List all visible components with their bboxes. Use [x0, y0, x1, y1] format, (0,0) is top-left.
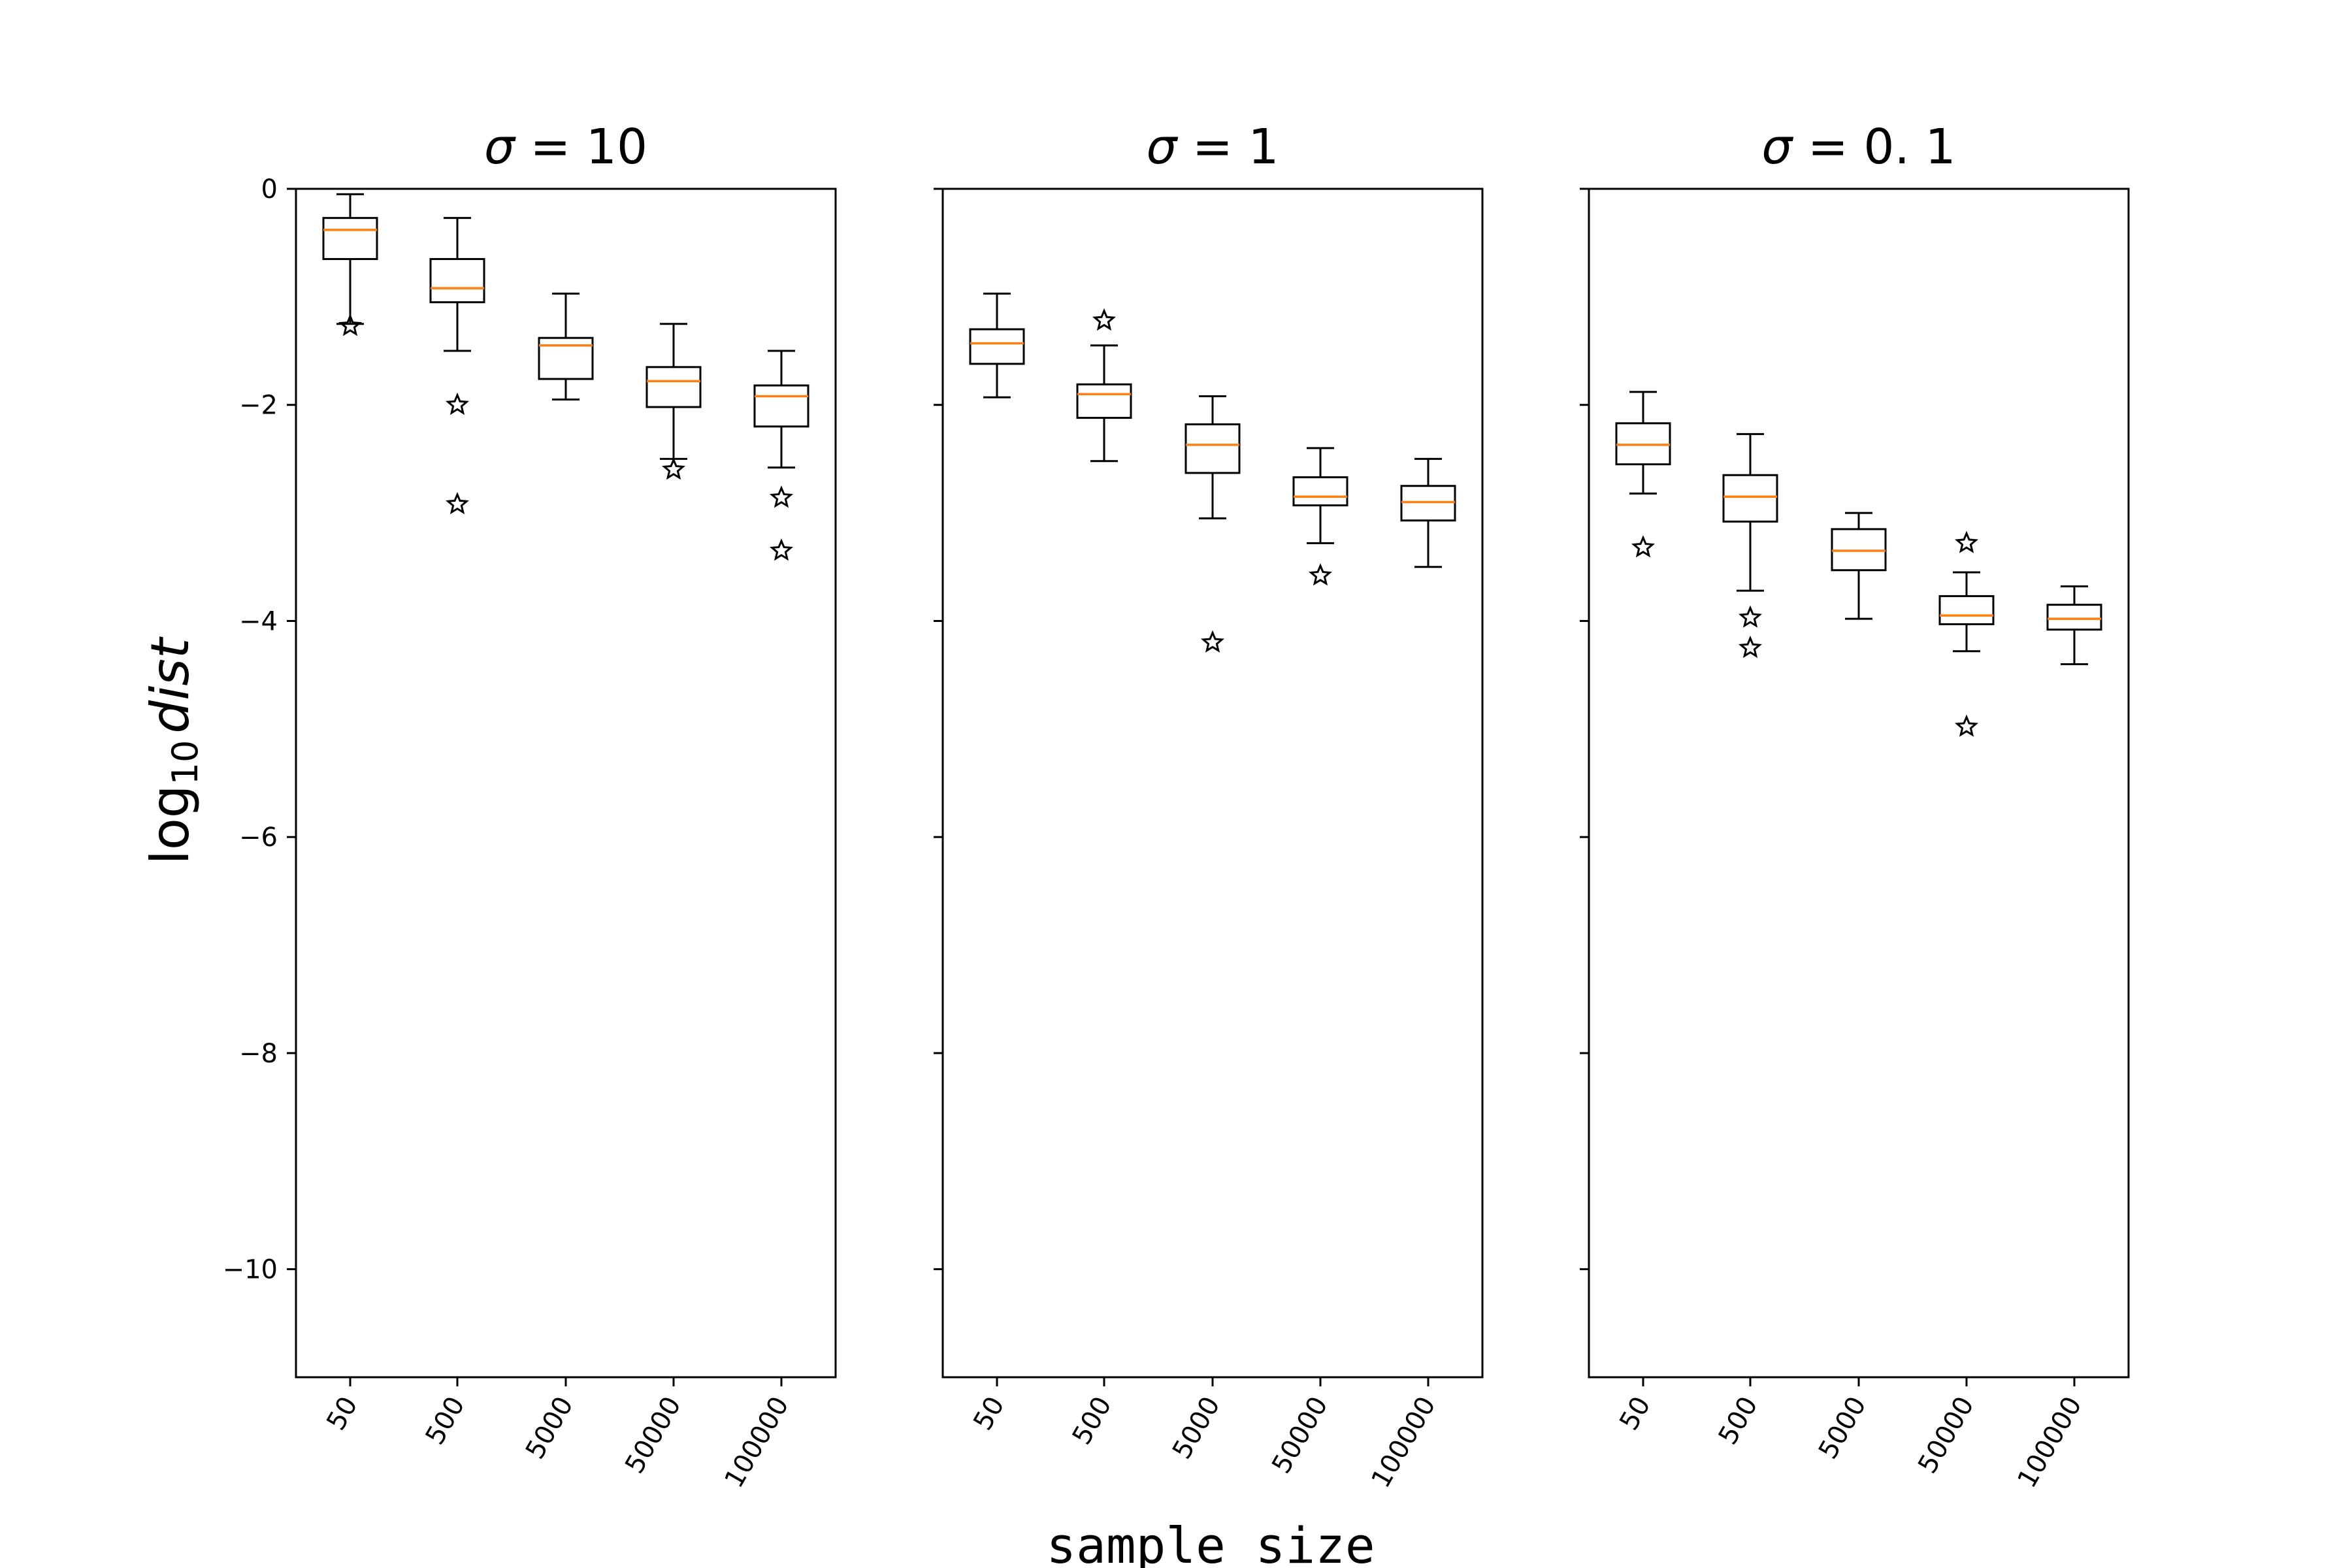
y-axis-label-var: dist [140, 636, 201, 734]
outlier-star [1738, 605, 1763, 628]
box-50000 [1292, 447, 1348, 586]
box-50 [322, 193, 378, 336]
box-100000 [2046, 585, 2102, 666]
y-tick-label: −2 [239, 391, 278, 421]
box-5000 [538, 292, 594, 400]
box-50 [969, 292, 1025, 399]
outlier-star [1092, 308, 1117, 331]
x-tick-label: 50000 [1266, 1392, 1333, 1478]
panel-title: σ = 10 [484, 119, 647, 175]
y-tick-label: −10 [223, 1255, 278, 1285]
outlier-star [1631, 535, 1656, 558]
box-500 [1076, 308, 1132, 463]
x-tick-label: 100000 [2012, 1392, 2087, 1493]
x-tick-label: 50000 [619, 1392, 687, 1478]
y-tick-label: 0 [261, 174, 278, 204]
x-tick-label: 500 [1067, 1392, 1118, 1450]
box-50000 [1938, 531, 1995, 737]
outlier-star [1200, 630, 1225, 653]
panel-title-variable: σ [484, 119, 516, 175]
y-axis-label: log10 dist [140, 636, 206, 864]
box-iqr [645, 366, 702, 408]
outlier-star [445, 492, 470, 515]
box-100000 [1400, 457, 1456, 568]
y-tick-label: −8 [239, 1039, 278, 1069]
panel-title-value: = 0. 1 [1792, 119, 1955, 175]
panel-title-variable: σ [1761, 119, 1793, 175]
panel-3: σ = 0. 1 50 500 5000 50000 100000 [1580, 119, 2130, 1493]
panel-2: σ = 1 50 500 5000 50000 100000 [934, 119, 1484, 1493]
outlier-star [661, 457, 686, 480]
panel-title-value: = 1 [1177, 119, 1279, 175]
box-iqr [322, 217, 378, 260]
box-5000 [1831, 512, 1887, 620]
box-50000 [645, 323, 702, 480]
x-tick-label: 5000 [1813, 1392, 1872, 1464]
box-iqr [1184, 423, 1241, 474]
x-axis-label: sample size [1046, 1516, 1375, 1568]
x-tick-label: 500 [420, 1392, 471, 1450]
y-axis-label-sub: 10 [165, 740, 206, 785]
box-iqr [2046, 604, 2102, 631]
box-iqr [753, 384, 809, 428]
box-iqr [1938, 595, 1995, 625]
outlier-star [1954, 531, 1979, 553]
y-axis-label-log: log [140, 785, 201, 864]
box-iqr [969, 328, 1025, 365]
panel-frame [1588, 188, 2130, 1379]
outlier-star [1738, 635, 1763, 659]
outlier-star [445, 392, 470, 416]
x-tick-label: 100000 [719, 1392, 794, 1493]
box-iqr [429, 257, 485, 304]
panel-title: σ = 0. 1 [1761, 119, 1955, 175]
panel-title-value: = 10 [515, 119, 647, 175]
outlier-star [769, 538, 794, 561]
y-tick-label: −4 [239, 606, 278, 636]
x-tick-label: 5000 [520, 1392, 580, 1464]
outlier-star [1954, 714, 1979, 737]
x-tick-label: 5000 [1167, 1392, 1226, 1464]
box-iqr [538, 336, 594, 380]
outlier-star [769, 485, 794, 508]
box-50 [1615, 391, 1671, 558]
x-tick-label: 50000 [1912, 1392, 1980, 1478]
panel-frame [295, 188, 837, 1379]
x-tick-label: 50 [321, 1392, 363, 1435]
panel-1: σ = 10 0 −2 −4 −6 −8 −10 50 500 5000 50000 100000 [223, 119, 837, 1493]
box-100000 [753, 350, 809, 561]
box-5000 [1184, 395, 1241, 653]
outlier-star [1308, 563, 1333, 586]
box-iqr [1076, 383, 1132, 419]
box-500 [1722, 433, 1778, 659]
box-iqr [1292, 476, 1348, 507]
outlier-star [338, 314, 363, 336]
x-tick-label: 50 [968, 1392, 1010, 1435]
x-tick-label: 100000 [1365, 1392, 1441, 1493]
panel-title-variable: σ [1146, 119, 1178, 175]
box-500 [429, 217, 485, 515]
box-iqr [1722, 474, 1778, 523]
panel-title: σ = 1 [1146, 119, 1279, 175]
y-tick-label: −6 [239, 823, 278, 853]
panel-frame [941, 188, 1484, 1379]
x-tick-label: 500 [1713, 1392, 1764, 1450]
x-tick-label: 50 [1614, 1392, 1656, 1435]
